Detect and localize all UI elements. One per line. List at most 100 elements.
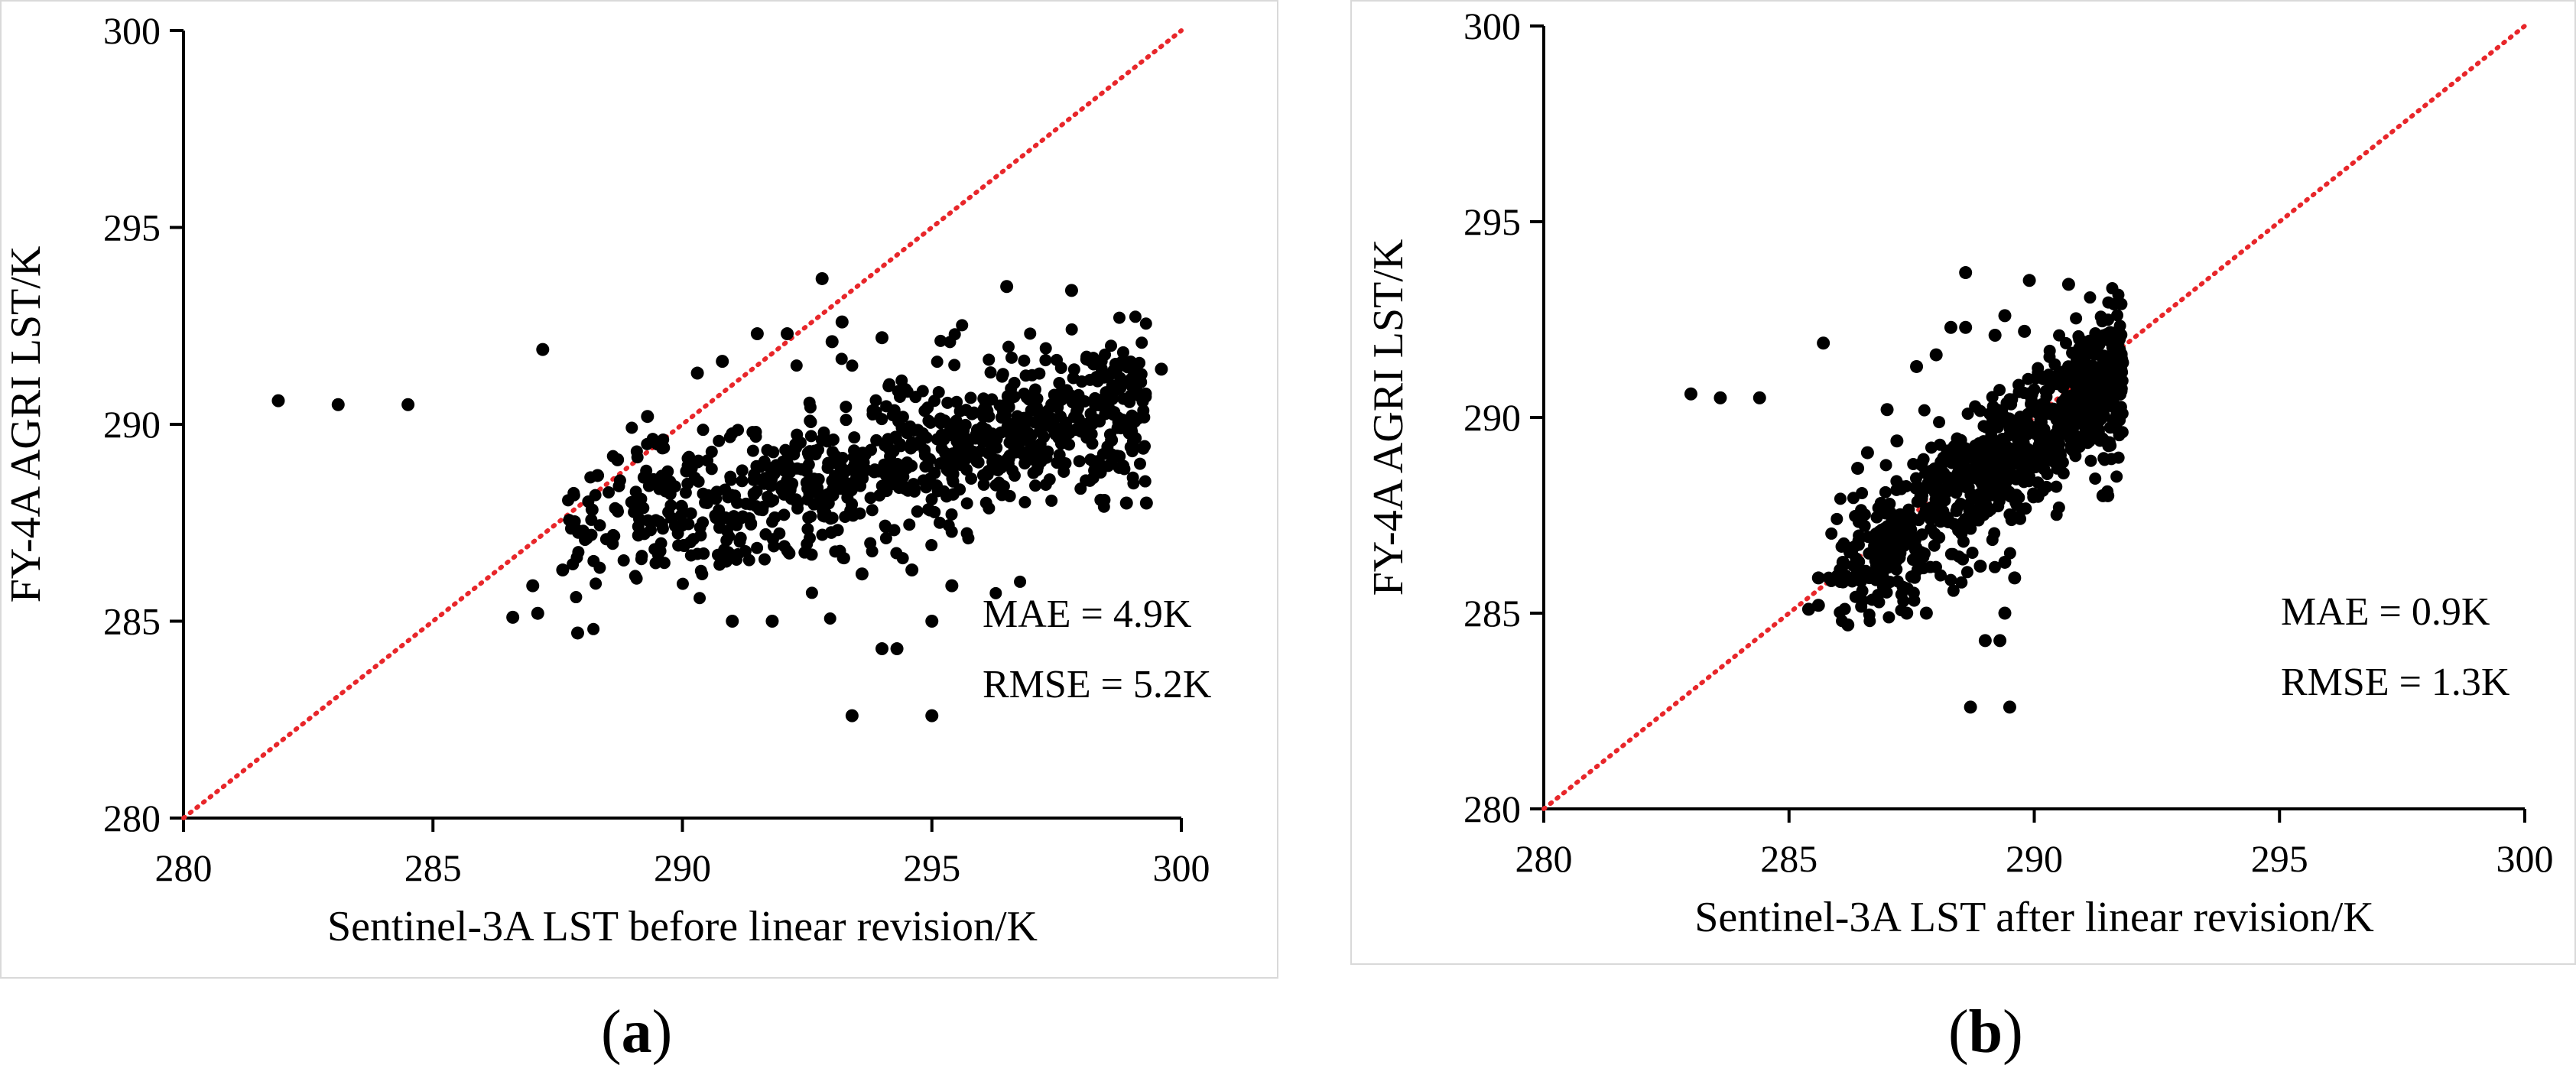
stat-annotation-b-1: RMSE = 1.3K [2281, 661, 2510, 704]
scatter-point-b [1902, 531, 1915, 544]
y-tick-label-b-285: 285 [1463, 592, 1521, 635]
scatter-point-a [585, 513, 598, 526]
scatter-point-a [802, 511, 815, 524]
scatter-point-a [613, 474, 626, 487]
scatter-point-a [590, 577, 603, 590]
scatter-point-b [1880, 586, 1893, 599]
scatter-point-a-32 [925, 615, 939, 628]
scatter-point-a [822, 497, 835, 510]
scatter-point-b [1982, 439, 1995, 452]
scatter-chart-b: 280 285 290 295 300 280 285 290 295 300 Sentinel-3… [1365, 5, 2554, 941]
scatter-point-a [654, 480, 667, 493]
scatter-point-b [2027, 491, 2040, 504]
scatter-point-b [2052, 501, 2065, 514]
scatter-point-a [724, 470, 737, 483]
scatter-point-a [644, 524, 657, 537]
scatter-point-b [2048, 358, 2061, 371]
scatter-point-a [1094, 466, 1107, 479]
scatter-point-a [1130, 369, 1143, 382]
scatter-point-a [720, 524, 733, 537]
scatter-point-a [781, 450, 794, 463]
scatter-point-b-27 [1964, 700, 1977, 714]
scatter-point-a [696, 567, 709, 580]
scatter-point-a [1035, 412, 1048, 425]
scatter-point-b [2084, 454, 2097, 467]
scatter-point-b [1941, 471, 1954, 484]
scatter-point-b [1881, 561, 1894, 574]
caption-b: (b) [1948, 998, 2023, 1067]
scatter-point-b-2 [1753, 391, 1766, 404]
scatter-point-b [2045, 445, 2058, 458]
scatter-point-a [925, 539, 938, 552]
scatter-point-a-4 [815, 271, 829, 285]
scatter-point-b [2083, 390, 2096, 403]
scatter-point-a [950, 414, 963, 427]
scatter-point-b [2071, 430, 2084, 443]
scatter-point-b-18 [1988, 328, 2002, 342]
scatter-point-b [2007, 510, 2020, 523]
scatter-point-a [979, 496, 992, 509]
scatter-point-a [866, 504, 879, 517]
scatter-point-a [572, 546, 585, 559]
scatter-point-b [1968, 506, 1981, 519]
scatter-point-b [1890, 475, 1903, 488]
scatter-point-a [962, 532, 975, 545]
scatter-point-b-12 [1880, 403, 1894, 417]
scatter-point-a [1135, 336, 1148, 349]
scatter-point-a [1124, 440, 1137, 453]
scatter-point-a [816, 528, 829, 541]
scatter-point-b-20 [2018, 324, 2032, 338]
scatter-point-b [2000, 466, 2013, 479]
scatter-point-b [1858, 519, 1871, 532]
scatter-point-a [723, 430, 736, 443]
scatter-point-b [1825, 527, 1838, 540]
scatter-point-a [995, 426, 1008, 439]
scatter-point-a [656, 522, 669, 535]
scatter-point-b [2097, 381, 2110, 394]
scatter-point-a [866, 545, 879, 558]
scatter-point-b [2057, 467, 2070, 480]
y-axis-title-a: FY-4A AGRI LST/K [2, 246, 50, 603]
scatter-point-b [1879, 485, 1892, 498]
scatter-point-b [2022, 372, 2035, 385]
scatter-point-a [1034, 437, 1047, 450]
scatter-point-a [736, 510, 749, 523]
stat-annotation-b-0: MAE = 0.9K [2281, 590, 2490, 634]
caption-b-label: b [1968, 998, 2003, 1066]
scatter-point-a [950, 395, 963, 408]
scatter-point-a [625, 495, 638, 508]
scatter-point-b [1961, 407, 1974, 420]
y-tick-label-b-300: 300 [1463, 5, 1521, 47]
reference-line-b [1541, 24, 2527, 811]
scatter-point-a [1123, 356, 1136, 369]
scatter-point-b-34 [1919, 606, 1933, 620]
scatter-point-b [1934, 515, 1947, 528]
scatter-point-a [1031, 463, 1044, 476]
scatter-point-a [809, 448, 822, 461]
scatter-point-a [662, 505, 675, 518]
x-axis-title-b: Sentinel-3A LST after linear revision/K [1694, 894, 2374, 941]
scatter-point-a [804, 416, 817, 429]
scatter-point-b [2097, 408, 2110, 421]
scatter-point-a [883, 378, 896, 391]
scatter-point-b-5 [1801, 602, 1815, 616]
scatter-point-b [1873, 596, 1886, 609]
scatter-point-a [995, 411, 1008, 424]
caption-b-close: ) [2003, 998, 2023, 1066]
scatter-point-a [1067, 372, 1080, 385]
scatter-point-b [1846, 575, 1859, 588]
scatter-point-a [750, 459, 763, 472]
scatter-point-b [2103, 421, 2116, 434]
scatter-point-a [790, 359, 803, 372]
scatter-point-b [1962, 463, 1975, 476]
stat-annotation-a-1: RMSE = 5.2K [983, 663, 1212, 706]
scatter-point-a [1113, 450, 1126, 463]
scatter-point-a [791, 502, 804, 515]
scatter-point-a-25 [1119, 496, 1133, 510]
scatter-point-b-28 [2003, 700, 2016, 714]
scatter-point-a [1059, 457, 1072, 470]
scatter-point-b [1959, 442, 1972, 455]
scatter-point-b [1954, 498, 1967, 511]
scatter-point-a [628, 505, 641, 518]
scatter-point-a [1110, 359, 1123, 372]
